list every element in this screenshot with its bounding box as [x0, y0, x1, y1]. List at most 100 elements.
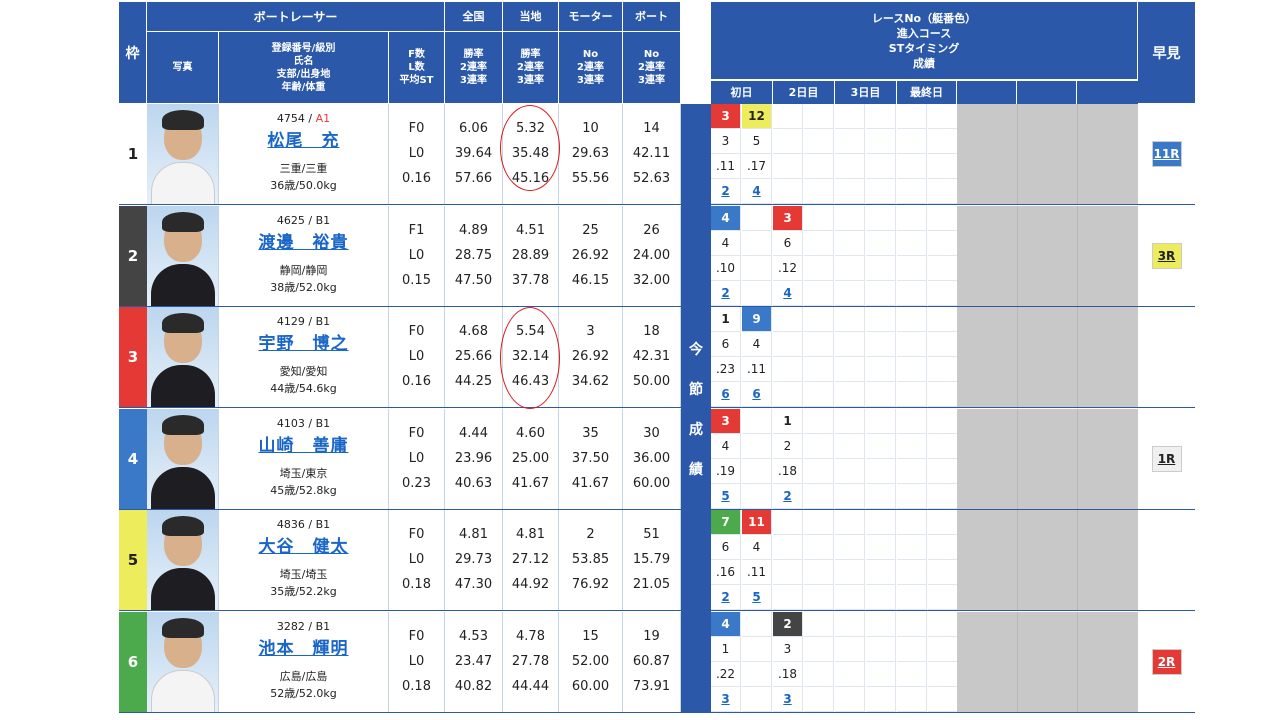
result-cell-empty — [804, 382, 834, 407]
boat-stats: 26 24.00 32.00 — [623, 205, 681, 306]
racer-name-link[interactable]: 宇野 博之 — [258, 334, 349, 354]
finish-link[interactable]: 2 — [711, 179, 741, 204]
result-cell-empty — [835, 483, 865, 509]
st-timing: .18 — [773, 458, 803, 484]
st-timing: .23 — [711, 357, 741, 382]
result-cell-empty — [835, 661, 865, 687]
unplayed-days — [957, 510, 1138, 610]
hayami-race-link[interactable]: 3R — [1151, 242, 1182, 269]
racer-name-link[interactable]: 大谷 健太 — [258, 537, 349, 557]
finish-link[interactable]: 4 — [773, 280, 803, 306]
result-cell-empty — [928, 585, 958, 610]
stat-value: 76.92 — [571, 577, 610, 592]
photo-body — [151, 669, 215, 712]
stat-value: 37.50 — [571, 450, 610, 466]
hayami-cell — [1138, 510, 1195, 611]
result-cell-empty — [835, 382, 865, 407]
result-cell-empty — [835, 686, 865, 712]
result-cell-empty — [928, 686, 958, 712]
finish-link[interactable]: 6 — [711, 382, 741, 407]
entry-course: 5 — [742, 129, 772, 154]
result-cell-empty — [928, 230, 958, 256]
racer-name-link[interactable]: 松尾 充 — [267, 131, 340, 151]
result-cell-empty — [897, 433, 927, 459]
stat-value: 57.66 — [454, 171, 493, 186]
racer-name-link[interactable]: 池本 輝明 — [258, 638, 349, 659]
result-cell-empty — [773, 332, 803, 357]
race-number: 4 — [711, 205, 741, 231]
results-grid: 1 6.23 6 9 4.11 6 — [711, 307, 958, 407]
profile-header: 登録番号/級別 氏名 支部/出身地 年齢/体重 — [219, 32, 389, 104]
result-cell-empty — [928, 433, 958, 459]
hayami-race-link[interactable]: 1R — [1151, 445, 1182, 472]
age-weight: 52歳/52.0kg — [270, 686, 337, 700]
age-weight: 38歳/52.0kg — [270, 280, 337, 294]
finish-link[interactable]: 5 — [742, 585, 772, 610]
race-number: 3 — [711, 408, 741, 434]
result-cell-empty — [866, 230, 896, 256]
result-cell-empty — [804, 307, 834, 332]
national-header: 全国 — [445, 2, 503, 32]
gray-divider — [1017, 104, 1018, 204]
finish-link[interactable]: 4 — [742, 179, 772, 204]
rate-label: 3連率 — [577, 75, 604, 86]
entry-course: 3 — [773, 636, 803, 662]
racer-row: 2 4625 / B1 渡邊 裕貴 静岡/静岡 38歳/52.0kg F1 L0 0… — [119, 205, 681, 307]
boat-rates-header: No 2連率 3連率 — [623, 32, 681, 104]
reg-number: 3282 / B1 — [276, 619, 331, 633]
boat-stats: 19 60.87 73.91 — [623, 611, 681, 712]
result-cell-empty — [928, 560, 958, 585]
age-weight: 44歳/54.6kg — [270, 382, 337, 395]
results-header-line: 成績 — [913, 56, 935, 70]
st-timing: .17 — [742, 154, 772, 179]
result-cell-empty — [928, 255, 958, 281]
finish-link[interactable]: 3 — [711, 686, 741, 712]
stat-value: 37.78 — [511, 272, 550, 288]
hayami-race-link[interactable]: 11R — [1151, 141, 1182, 167]
hayami-race-link[interactable]: 2R — [1151, 648, 1182, 675]
result-cell-empty — [928, 382, 958, 407]
finish-link[interactable]: 2 — [773, 483, 803, 509]
stat-value: 4.81 — [459, 527, 488, 542]
entry-course: 4 — [742, 332, 772, 357]
result-cell-empty — [866, 560, 896, 585]
stat-value: 28.89 — [511, 247, 550, 263]
results-header-line: STタイミング — [888, 41, 960, 55]
fst-header: F数 L数 平均ST — [389, 32, 445, 104]
result-cell-empty — [897, 307, 927, 332]
stat-value: 26 — [643, 222, 660, 238]
local-stats: 4.60 25.00 41.67 — [503, 408, 559, 509]
finish-link[interactable]: 6 — [742, 382, 772, 407]
racer-name-link[interactable]: 渡邊 裕貴 — [258, 232, 349, 253]
finish-link[interactable]: 2 — [711, 585, 741, 610]
stat-value: L0 — [408, 247, 425, 263]
stat-value: F1 — [408, 222, 425, 238]
tab-day-3: 3日目 — [835, 81, 897, 105]
result-cell-empty — [866, 535, 896, 560]
race-entry-table: 枠 ボートレーサー 写真 登録番号/級別 氏名 支部/出身地 年齢/体重 F数 … — [119, 2, 1195, 713]
gray-divider — [1017, 611, 1018, 712]
race-number: 12 — [742, 104, 772, 129]
stat-value: L0 — [408, 146, 425, 161]
photo-body — [151, 263, 215, 306]
series-results-row: 1 6.23 6 9 4.11 6 — [711, 307, 1138, 408]
result-cell-empty — [835, 154, 865, 179]
racer-row: 4 4103 / B1 山崎 善庸 埼玉/東京 45歳/52.8kg F0 L0 0… — [119, 408, 681, 510]
finish-link[interactable]: 2 — [711, 280, 741, 306]
stat-value: 29.63 — [571, 146, 610, 161]
stat-value: F0 — [408, 121, 425, 136]
racer-name-link[interactable]: 山崎 善庸 — [258, 435, 349, 456]
result-cell-empty — [928, 104, 958, 129]
band-char: 今 — [689, 341, 703, 358]
result-cell-empty — [804, 154, 834, 179]
stat-value: 3 — [586, 324, 595, 339]
result-cell-empty — [928, 205, 958, 231]
rate-label: 勝率 — [463, 49, 484, 60]
waku-number: 1 — [119, 104, 147, 204]
photo-hair — [162, 211, 204, 232]
result-cell-empty — [773, 129, 803, 154]
stat-value: 51 — [643, 527, 660, 542]
finish-link[interactable]: 3 — [773, 686, 803, 712]
finish-link[interactable]: 5 — [711, 483, 741, 509]
entry-course: 2 — [773, 433, 803, 459]
